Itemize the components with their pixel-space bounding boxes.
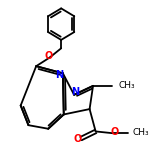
Text: N: N [55,71,64,80]
Text: CH₃: CH₃ [118,81,135,90]
Text: O: O [73,135,82,145]
Text: N: N [71,87,79,97]
Text: CH₃: CH₃ [133,128,149,137]
Text: O: O [111,127,119,137]
Text: O: O [45,51,53,61]
